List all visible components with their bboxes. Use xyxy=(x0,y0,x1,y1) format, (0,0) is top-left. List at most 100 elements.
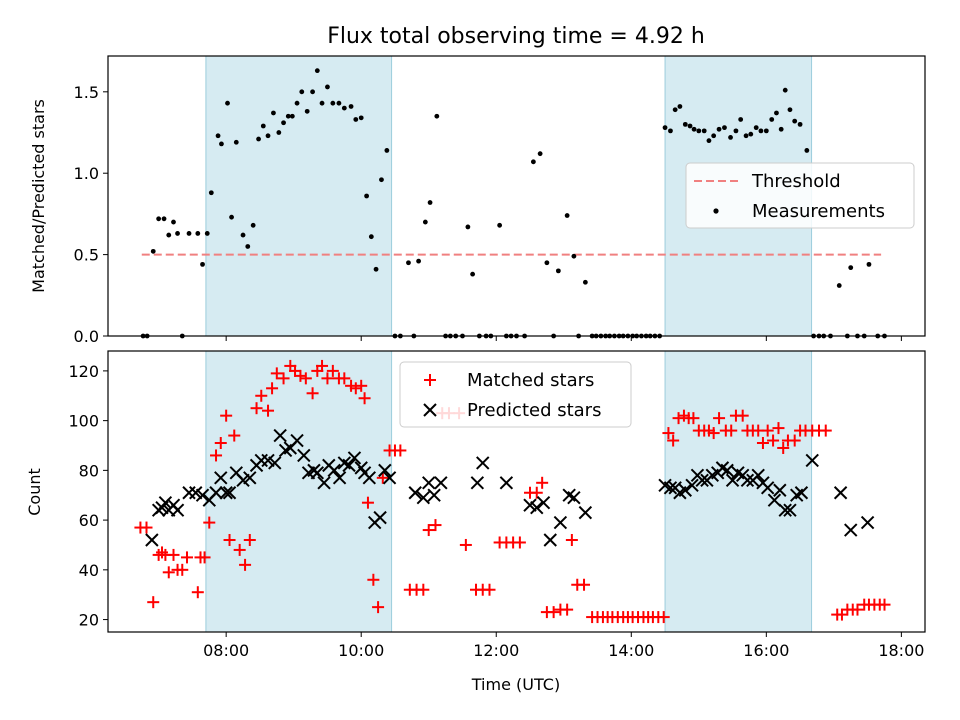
bottom-legend-box xyxy=(399,361,632,428)
predicted-star-point xyxy=(751,468,765,483)
measurement-point xyxy=(353,117,359,122)
matched-star-point xyxy=(140,521,153,534)
top-axes-frame xyxy=(107,55,926,337)
measurement-point xyxy=(416,258,421,264)
matched-star-point xyxy=(788,434,801,447)
matched-star-point xyxy=(176,563,189,576)
measurement-point xyxy=(743,133,749,139)
measurement-point xyxy=(848,265,854,271)
measurement-point xyxy=(427,200,433,205)
predicted-star-point xyxy=(678,483,693,497)
measurement-point xyxy=(186,231,192,236)
matched-star-point xyxy=(878,598,891,611)
bottom-ytick-label: 40 xyxy=(79,561,99,580)
measurement-point xyxy=(285,113,291,119)
matched-star-point xyxy=(262,404,275,417)
measurement-point xyxy=(668,128,673,134)
chart-title: Flux total observing time = 4.92 h xyxy=(327,24,705,49)
bottom-ytick-label: 20 xyxy=(79,611,99,630)
bottom-observing-windows xyxy=(205,350,813,633)
matched-star-point xyxy=(210,449,223,462)
matched-star-point xyxy=(547,606,560,619)
measurement-point xyxy=(299,89,305,95)
measurement-point xyxy=(208,190,214,196)
bottom-xtick-label: 14:00 xyxy=(608,641,654,660)
measurement-point xyxy=(677,104,683,109)
matched-star-point xyxy=(422,524,435,537)
matched-star-point xyxy=(358,392,371,405)
matched-star-point xyxy=(376,471,389,484)
predicted-star-point xyxy=(427,488,441,502)
measurement-point xyxy=(530,159,536,165)
predicted-star-point xyxy=(434,476,448,490)
measurement-point xyxy=(706,138,712,144)
predicted-star-point xyxy=(720,463,734,478)
measurement-point xyxy=(215,133,221,139)
measurement-point xyxy=(240,232,246,238)
measurement-point xyxy=(276,130,282,135)
measurement-point xyxy=(325,84,330,90)
predicted-star-point xyxy=(209,486,223,500)
predicted-star-point xyxy=(327,463,341,478)
measurement-point xyxy=(722,125,727,131)
measurement-point xyxy=(341,105,347,111)
predicted-star-point xyxy=(499,476,514,490)
predicted-star-point xyxy=(332,471,347,485)
matched-star-point xyxy=(162,566,175,579)
matched-star-point xyxy=(667,434,680,447)
predicted-star-point xyxy=(158,495,173,510)
matched-star-point xyxy=(707,427,720,440)
measurement-point xyxy=(748,131,754,137)
measurement-point xyxy=(406,260,411,266)
bottom-y-axis-label: Count xyxy=(25,468,44,516)
measurement-point xyxy=(778,126,784,132)
matched-star-point xyxy=(536,476,549,489)
matched-stars-series xyxy=(134,359,891,624)
measurement-point xyxy=(204,231,210,236)
measurement-point xyxy=(319,100,325,106)
matched-star-point xyxy=(233,543,246,556)
matched-star-point xyxy=(561,603,574,616)
predicted-star-point xyxy=(222,486,237,500)
matched-star-point xyxy=(299,372,312,385)
predicted-star-point xyxy=(145,533,159,547)
bottom-xtick-label: 18:00 xyxy=(878,641,924,660)
measurement-point xyxy=(233,139,239,145)
measurement-point xyxy=(358,115,364,121)
measurement-point xyxy=(245,244,251,249)
predicted-star-point xyxy=(844,523,858,537)
bottom-ytick-label: 60 xyxy=(79,511,99,530)
matched-star-point xyxy=(819,424,832,437)
measurement-point xyxy=(787,107,793,113)
predicted-star-point xyxy=(268,456,282,470)
matched-star-point xyxy=(326,364,339,377)
matched-star-point xyxy=(394,444,407,457)
predicted-star-point xyxy=(578,505,593,520)
measurement-point xyxy=(225,100,230,106)
matched-star-point xyxy=(672,412,685,425)
predicted-star-point xyxy=(805,453,819,468)
matched-star-point xyxy=(372,601,385,614)
matched-star-point xyxy=(243,533,256,546)
measurement-point xyxy=(687,123,693,129)
top-y-axis-label: Matched/Predicted stars xyxy=(29,99,48,293)
measurement-point xyxy=(716,126,722,132)
matched-star-point xyxy=(180,551,193,564)
predicted-stars-series xyxy=(145,428,875,547)
bottom-ytick-label: 100 xyxy=(68,412,99,431)
measurement-point xyxy=(200,261,205,267)
predicted-star-point xyxy=(760,481,775,495)
bottom-xtick-label: 16:00 xyxy=(743,641,789,660)
bottom-ytick-label: 80 xyxy=(79,461,99,480)
measurement-point xyxy=(836,283,842,288)
measurement-point xyxy=(310,89,315,95)
matched-star-point xyxy=(772,422,785,435)
measurement-point xyxy=(229,214,234,220)
predicted-star-point xyxy=(214,471,228,485)
measurement-point xyxy=(682,121,688,127)
observing-window-0 xyxy=(205,55,393,337)
top-x-ticks xyxy=(225,336,902,341)
matched-star-point xyxy=(220,409,233,422)
measurement-point xyxy=(555,268,561,274)
